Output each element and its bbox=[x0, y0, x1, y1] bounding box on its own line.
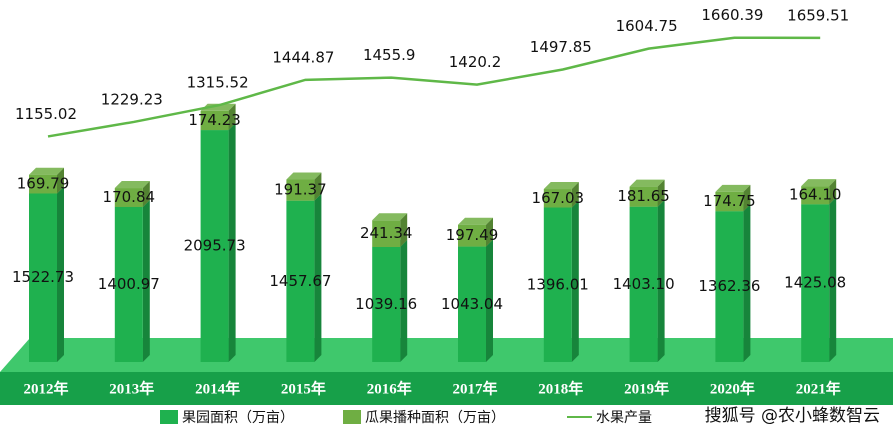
legend-swatch bbox=[343, 410, 361, 424]
bar bbox=[543, 189, 572, 208]
bar-side bbox=[743, 204, 751, 362]
bar-cap bbox=[200, 103, 236, 111]
value-label: 1444.87 bbox=[272, 48, 334, 66]
platform-front bbox=[0, 372, 893, 405]
bar-cap bbox=[458, 217, 493, 225]
bar bbox=[286, 200, 315, 362]
value-label: 1420.2 bbox=[449, 53, 502, 71]
bar-cap bbox=[114, 181, 150, 189]
bar-side bbox=[829, 179, 837, 205]
value-label: 241.34 bbox=[360, 224, 413, 242]
value-label: 167.03 bbox=[532, 189, 585, 207]
bar-side bbox=[314, 172, 322, 201]
legend-label: 水果产量 bbox=[596, 410, 652, 426]
bar-cap bbox=[543, 182, 579, 190]
bar-cap bbox=[715, 184, 751, 192]
bar bbox=[715, 191, 744, 212]
bar-cap bbox=[372, 213, 408, 221]
value-label: 1660.39 bbox=[701, 6, 763, 24]
bar-cap bbox=[629, 179, 665, 187]
bar bbox=[629, 206, 658, 362]
value-label: 1396.01 bbox=[527, 275, 589, 293]
bar-side bbox=[743, 184, 751, 212]
x-tick-label: 2020年 bbox=[710, 379, 755, 397]
value-label: 1522.73 bbox=[12, 268, 74, 286]
value-label: 164.10 bbox=[789, 186, 842, 204]
bar-side bbox=[400, 213, 408, 247]
line bbox=[47, 36, 821, 138]
value-label: 181.65 bbox=[617, 187, 670, 205]
value-label: 1315.52 bbox=[187, 74, 249, 92]
x-tick-label: 2021年 bbox=[796, 379, 841, 397]
bar-side bbox=[400, 239, 408, 362]
value-label: 170.84 bbox=[103, 188, 156, 206]
value-label: 1229.23 bbox=[101, 90, 163, 108]
bar-side bbox=[657, 179, 665, 207]
value-label: 1455.9 bbox=[363, 46, 416, 64]
bar-cap bbox=[29, 167, 64, 175]
watermark: 搜狐号 @农小蜂数智云 bbox=[705, 406, 880, 426]
x-tick-label: 2014年 bbox=[195, 379, 240, 397]
value-label: 191.37 bbox=[274, 181, 327, 199]
bar bbox=[543, 207, 572, 362]
value-label: 169.79 bbox=[17, 175, 70, 193]
x-tick-label: 2013年 bbox=[109, 379, 154, 397]
value-label: 174.23 bbox=[188, 111, 241, 129]
value-label: 1362.36 bbox=[698, 277, 760, 295]
value-label: 1043.04 bbox=[441, 295, 503, 313]
x-tick-label: 2018年 bbox=[538, 379, 583, 397]
bar bbox=[801, 186, 830, 205]
bar bbox=[114, 206, 143, 362]
bar-side bbox=[228, 123, 236, 363]
bar-side bbox=[486, 217, 493, 247]
value-label: 1039.16 bbox=[355, 295, 417, 313]
value-label: 1155.02 bbox=[15, 105, 77, 123]
bar-side bbox=[657, 199, 665, 362]
value-label: 1400.97 bbox=[98, 275, 160, 293]
bar-side bbox=[571, 182, 579, 208]
x-tick-label: 2017年 bbox=[452, 379, 497, 397]
bar bbox=[801, 204, 830, 362]
bar bbox=[286, 179, 315, 201]
bar bbox=[29, 193, 57, 362]
bar-side bbox=[829, 197, 837, 362]
value-label: 197.49 bbox=[446, 226, 499, 244]
bar-cap bbox=[801, 179, 837, 187]
bar bbox=[29, 174, 57, 194]
bar bbox=[114, 188, 143, 207]
bar-side bbox=[486, 239, 493, 362]
value-label: 1604.75 bbox=[616, 17, 678, 35]
bar-side bbox=[571, 200, 579, 362]
bar bbox=[200, 130, 229, 362]
bar-side bbox=[228, 103, 236, 131]
bar bbox=[200, 110, 229, 131]
legend-swatch bbox=[160, 410, 178, 424]
legend-label: 果园面积（万亩） bbox=[182, 409, 294, 426]
value-label: 1497.85 bbox=[530, 38, 592, 56]
x-tick-label: 2012年 bbox=[23, 379, 68, 397]
x-tick-label: 2015年 bbox=[281, 379, 326, 397]
bar bbox=[629, 186, 658, 207]
x-tick-label: 2019年 bbox=[624, 379, 669, 397]
value-label: 1403.10 bbox=[613, 275, 675, 293]
bar-cap bbox=[286, 172, 322, 180]
value-label: 2095.73 bbox=[184, 237, 246, 255]
bar-side bbox=[57, 167, 64, 194]
bar bbox=[458, 246, 486, 362]
value-label: 174.75 bbox=[703, 192, 756, 210]
legend-label: 瓜果播种面积（万亩） bbox=[365, 409, 505, 426]
bar bbox=[715, 211, 744, 362]
bar bbox=[372, 246, 401, 362]
bar-side bbox=[314, 193, 322, 362]
value-label: 1425.08 bbox=[784, 274, 846, 292]
x-tick-label: 2016年 bbox=[367, 379, 412, 397]
bar-side bbox=[142, 181, 150, 207]
bar bbox=[372, 220, 401, 247]
bar bbox=[458, 224, 486, 247]
bar-side bbox=[57, 186, 64, 362]
value-label: 1457.67 bbox=[269, 272, 331, 290]
bar-side bbox=[142, 199, 150, 362]
value-label: 1659.51 bbox=[787, 6, 849, 24]
